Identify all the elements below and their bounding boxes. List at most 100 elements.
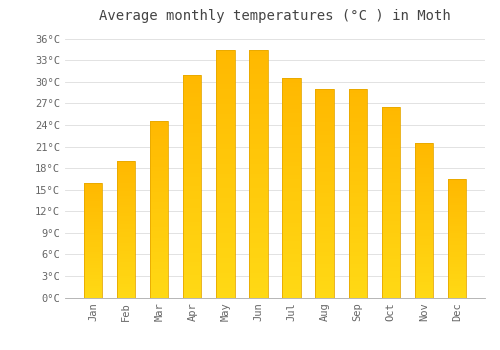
Bar bbox=[282, 267, 300, 271]
Bar bbox=[150, 132, 169, 135]
Bar bbox=[84, 238, 102, 240]
Bar bbox=[84, 268, 102, 270]
Bar bbox=[250, 253, 268, 258]
Bar bbox=[448, 179, 466, 298]
Bar bbox=[117, 248, 136, 251]
Bar bbox=[382, 237, 400, 240]
Bar bbox=[316, 122, 334, 127]
Bar bbox=[414, 177, 433, 180]
Bar bbox=[117, 257, 136, 259]
Bar bbox=[150, 262, 169, 266]
Bar bbox=[282, 219, 300, 223]
Bar bbox=[382, 149, 400, 153]
Bar bbox=[414, 193, 433, 196]
Bar bbox=[316, 273, 334, 277]
Bar bbox=[216, 228, 234, 233]
Bar bbox=[150, 160, 169, 164]
Bar bbox=[414, 242, 433, 245]
Bar bbox=[250, 104, 268, 109]
Bar bbox=[282, 179, 300, 183]
Bar bbox=[316, 202, 334, 206]
Bar bbox=[316, 131, 334, 135]
Bar bbox=[250, 213, 268, 218]
Bar bbox=[184, 235, 202, 240]
Bar bbox=[414, 174, 433, 177]
Bar bbox=[316, 189, 334, 193]
Bar bbox=[184, 146, 202, 150]
Bar bbox=[382, 126, 400, 130]
Bar bbox=[448, 260, 466, 262]
Bar bbox=[448, 203, 466, 205]
Bar bbox=[282, 175, 300, 179]
Bar bbox=[250, 183, 268, 188]
Bar bbox=[150, 135, 169, 139]
Bar bbox=[414, 257, 433, 260]
Bar bbox=[184, 164, 202, 168]
Bar bbox=[216, 263, 234, 268]
Bar bbox=[216, 183, 234, 188]
Bar bbox=[448, 233, 466, 236]
Bar bbox=[348, 177, 366, 181]
Bar bbox=[414, 143, 433, 298]
Bar bbox=[117, 278, 136, 281]
Bar bbox=[348, 185, 366, 189]
Bar bbox=[117, 199, 136, 202]
Bar bbox=[84, 229, 102, 231]
Bar bbox=[216, 198, 234, 203]
Bar bbox=[382, 145, 400, 149]
Bar bbox=[348, 276, 366, 281]
Bar bbox=[250, 268, 268, 273]
Bar bbox=[382, 240, 400, 244]
Bar bbox=[150, 157, 169, 160]
Bar bbox=[348, 239, 366, 243]
Bar bbox=[84, 187, 102, 189]
Bar bbox=[184, 84, 202, 88]
Bar bbox=[117, 161, 136, 298]
Bar bbox=[184, 217, 202, 222]
Bar bbox=[117, 177, 136, 180]
Bar bbox=[250, 208, 268, 213]
Bar bbox=[448, 267, 466, 269]
Bar bbox=[150, 202, 169, 206]
Bar bbox=[448, 219, 466, 222]
Bar bbox=[282, 254, 300, 258]
Bar bbox=[184, 271, 202, 275]
Bar bbox=[216, 188, 234, 193]
Bar bbox=[117, 229, 136, 232]
Bar bbox=[84, 272, 102, 274]
Bar bbox=[150, 294, 169, 298]
Bar bbox=[348, 102, 366, 106]
Bar bbox=[414, 196, 433, 198]
Bar bbox=[250, 159, 268, 163]
Bar bbox=[316, 97, 334, 102]
Bar bbox=[448, 198, 466, 200]
Bar bbox=[250, 64, 268, 69]
Bar bbox=[316, 193, 334, 197]
Bar bbox=[316, 89, 334, 298]
Bar bbox=[216, 134, 234, 139]
Bar bbox=[250, 84, 268, 89]
Bar bbox=[414, 288, 433, 291]
Bar bbox=[150, 224, 169, 227]
Bar bbox=[216, 119, 234, 124]
Bar bbox=[348, 97, 366, 102]
Bar bbox=[348, 214, 366, 218]
Bar bbox=[448, 205, 466, 208]
Bar bbox=[184, 266, 202, 271]
Bar bbox=[84, 288, 102, 290]
Bar bbox=[216, 154, 234, 159]
Bar bbox=[184, 173, 202, 177]
Bar bbox=[117, 175, 136, 177]
Bar bbox=[414, 186, 433, 189]
Bar bbox=[184, 257, 202, 262]
Bar bbox=[382, 279, 400, 282]
Bar bbox=[282, 232, 300, 236]
Bar bbox=[382, 198, 400, 202]
Bar bbox=[216, 288, 234, 293]
Bar bbox=[382, 271, 400, 275]
Bar bbox=[184, 222, 202, 226]
Bar bbox=[382, 195, 400, 198]
Bar bbox=[150, 270, 169, 273]
Title: Average monthly temperatures (°C ) in Moth: Average monthly temperatures (°C ) in Mo… bbox=[99, 9, 451, 23]
Bar bbox=[84, 201, 102, 203]
